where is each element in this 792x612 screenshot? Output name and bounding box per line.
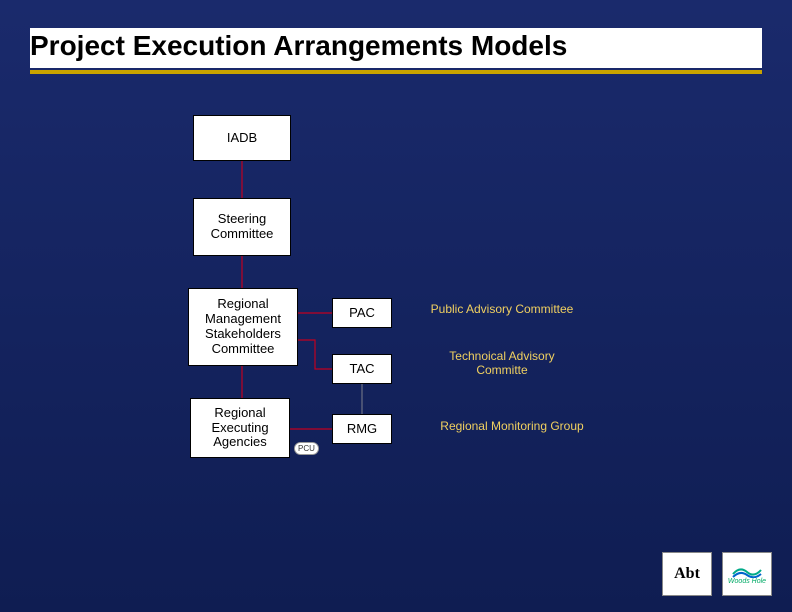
desc-rmg_desc: Regional Monitoring Group xyxy=(412,420,612,434)
node-pcu: PCU xyxy=(294,442,319,455)
woods-hole-label: Woods Hole xyxy=(728,578,766,585)
abt-logo: Abt xyxy=(662,552,712,596)
wave-icon xyxy=(732,564,762,578)
woods-hole-logo: Woods Hole xyxy=(722,552,772,596)
node-pac: PAC xyxy=(332,298,392,328)
node-tac: TAC xyxy=(332,354,392,384)
diagram-canvas: IADB SteeringCommittee RegionalManagementS… xyxy=(0,0,792,612)
node-rmg: RMG xyxy=(332,414,392,444)
logo-row: Abt Woods Hole xyxy=(662,552,772,596)
diagram-edges xyxy=(0,0,792,612)
desc-pac_desc: Public Advisory Committee xyxy=(412,303,592,317)
node-iadb: IADB xyxy=(193,115,291,161)
node-rmsc: RegionalManagementStakeholdersCommittee xyxy=(188,288,298,366)
node-rea: RegionalExecutingAgencies xyxy=(190,398,290,458)
node-steering: SteeringCommittee xyxy=(193,198,291,256)
desc-tac_desc: Technoical AdvisoryCommitte xyxy=(412,350,592,378)
